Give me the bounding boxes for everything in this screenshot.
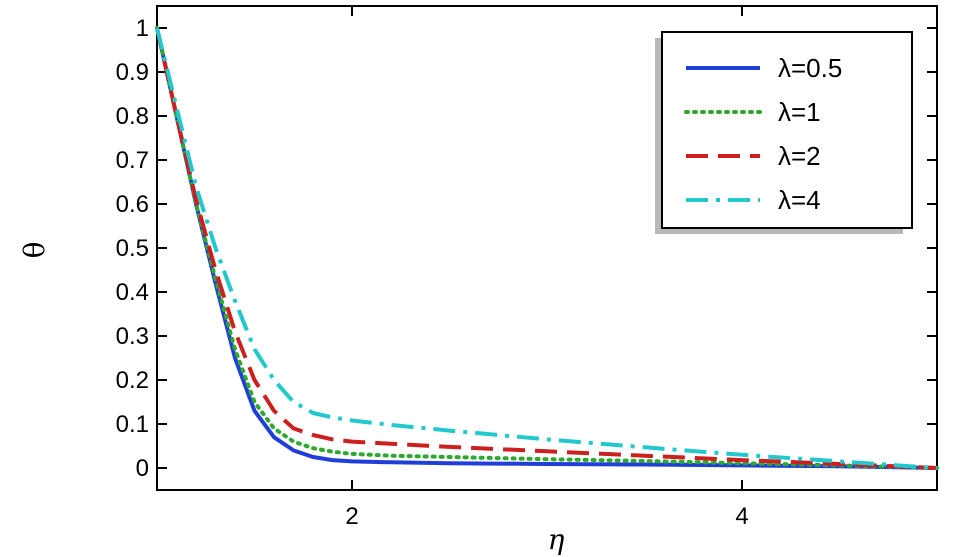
legend-label: λ=0.5 [778,53,842,83]
y-tick-label: 0.5 [116,235,149,262]
y-tick-label: 0.8 [116,103,149,130]
x-tick-label: 2 [345,503,358,530]
y-tick-label: 0.3 [116,323,149,350]
series-line [155,27,938,470]
legend-label: λ=4 [778,185,821,215]
tick-labels: 0 0.1 0.2 0.3 0.4 0.5 0.6 0.7 0.8 0.9 1 2 4 [116,15,749,530]
legend-box [661,31,913,229]
y-tick-label: 0.2 [116,367,149,394]
y-tick-label: 0.4 [116,279,149,306]
x-axis-title: η [548,523,565,556]
y-tick-label: 0.7 [116,147,149,174]
y-tick-label: 0.1 [116,411,149,438]
y-tick-label: 0.6 [116,191,149,218]
series-line [155,27,938,470]
legend-label: λ=2 [778,141,821,171]
series-line [155,26,939,470]
y-tick-label: 1 [136,15,149,42]
y-tick-label: 0.9 [116,59,149,86]
x-tick-label: 4 [735,503,748,530]
legend-label: λ=1 [778,97,821,127]
series-lines [155,26,939,470]
y-axis-title: θ [18,242,51,259]
legend: λ=0.5 λ=1 λ=2 λ=4 [655,31,913,234]
y-tick-label: 0 [136,455,149,482]
